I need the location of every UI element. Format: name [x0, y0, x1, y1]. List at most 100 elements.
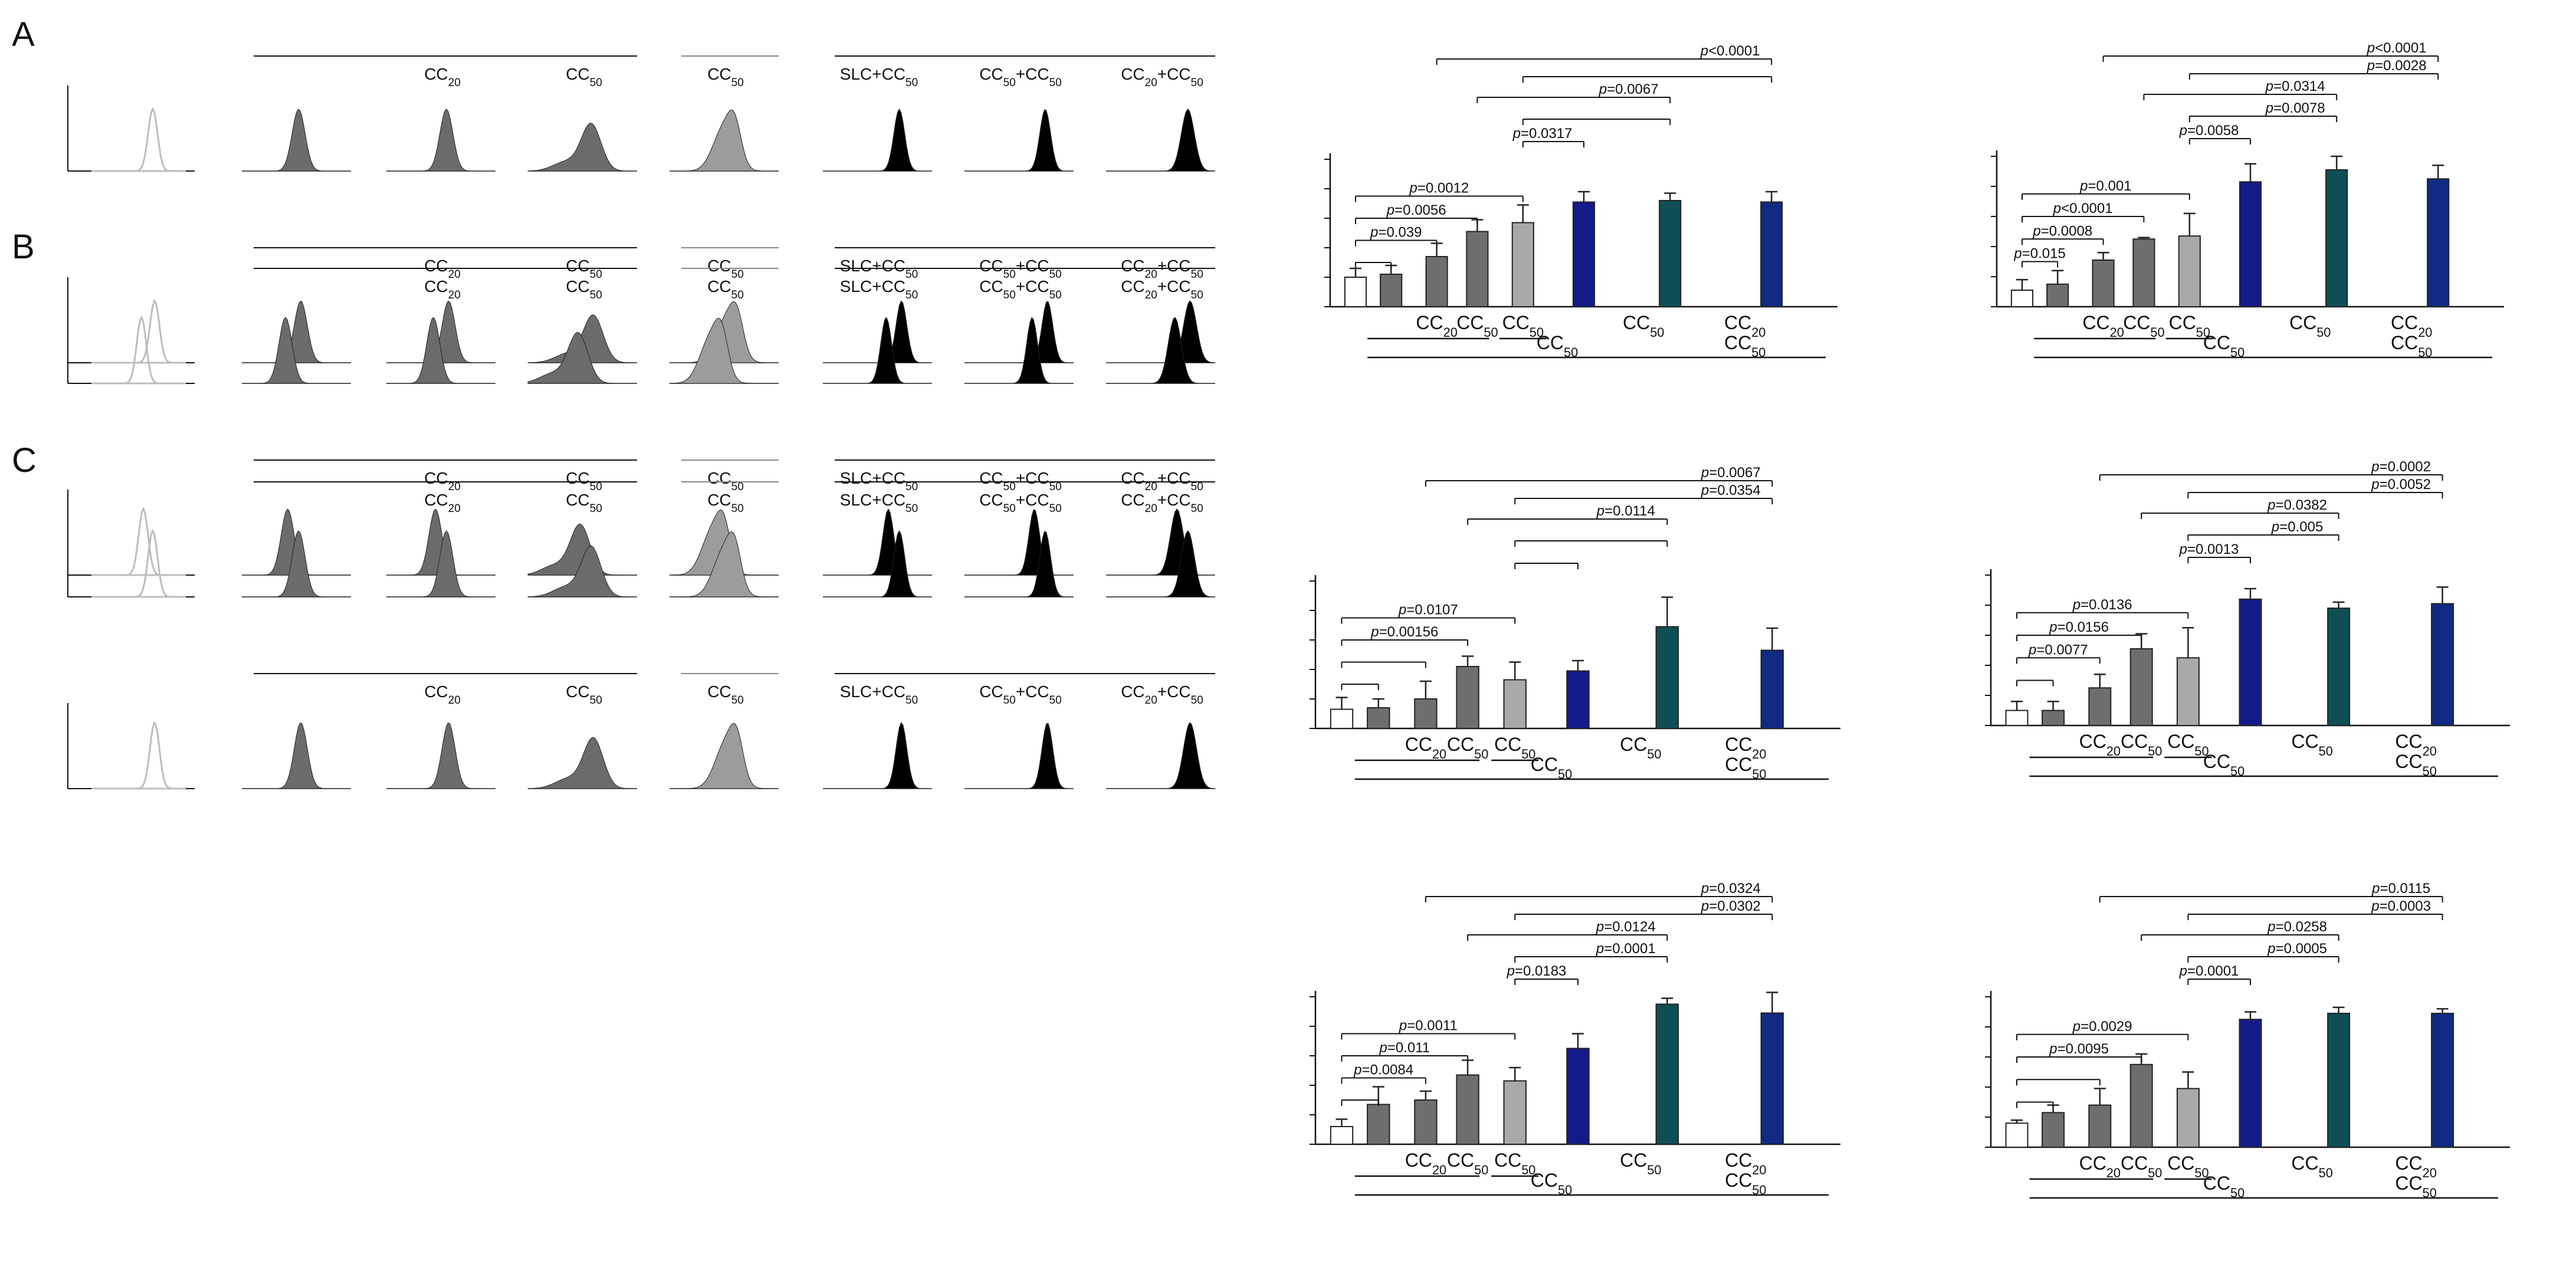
x-category-label: CC20 — [2395, 731, 2436, 759]
histogram-curve — [242, 109, 351, 172]
comparison-label: p=0.0258 — [2267, 919, 2327, 935]
histogram-label: CC20 — [424, 65, 461, 89]
histogram-curve — [242, 317, 351, 384]
histogram-curve — [386, 109, 495, 172]
comparison-label: p=0.0005 — [2267, 941, 2327, 957]
bar — [1566, 670, 1590, 729]
bar — [2239, 1019, 2262, 1148]
histogram: CC20 — [386, 682, 495, 789]
comparison-label: p=0.0107 — [1398, 602, 1458, 618]
bar — [2005, 710, 2029, 726]
histogram-curve — [527, 545, 637, 597]
histogram-curve — [1106, 300, 1216, 363]
histogram: CC20+CC50 — [1106, 682, 1216, 789]
histogram-label: CC50+CC50 — [979, 469, 1062, 493]
histogram: SLC+CC50 — [823, 65, 932, 172]
histogram-label: CC50 — [566, 682, 602, 707]
comparison-label: p=0.0115 — [2371, 881, 2430, 897]
histogram-label: SLC+CC50 — [840, 257, 918, 281]
bar — [1760, 649, 1784, 729]
x-category-label: CC20 — [2395, 1153, 2436, 1180]
histogram-curve — [386, 508, 495, 576]
panel-letter: C — [12, 441, 37, 480]
panel-letter: A — [12, 15, 35, 54]
comparison-label: p=0.005 — [2271, 519, 2323, 535]
comparison-label: p=0.0001 — [1596, 941, 1656, 957]
bar — [1380, 274, 1403, 307]
comparison-label: p=0.0028 — [2367, 58, 2427, 74]
bar — [1760, 1012, 1784, 1145]
x-category-label: CC50 — [2289, 312, 2331, 340]
comparison-label: p=0.0001 — [2179, 963, 2239, 979]
bar — [1566, 1048, 1590, 1145]
histogram: SLC+CC50 — [823, 257, 932, 363]
histogram-label: CC50 — [707, 65, 744, 89]
histogram-curve — [1106, 109, 1216, 172]
histogram-curve — [964, 531, 1074, 597]
comparison-label: p=0.0013 — [2179, 541, 2239, 557]
histogram: CC20 — [386, 65, 495, 172]
x-category-label: CC50 — [1620, 1150, 1661, 1177]
histogram: CC20+CC50 — [1106, 257, 1216, 363]
bar — [1414, 1099, 1438, 1145]
bar — [2178, 235, 2201, 307]
bar — [2176, 657, 2200, 726]
histogram-label: CC20 — [424, 277, 461, 301]
x-category-label: CC50 — [2121, 1153, 2162, 1180]
histogram-label: CC50 — [566, 65, 602, 89]
histogram-label: CC20 — [424, 257, 461, 281]
comparison-label: p=0.0029 — [2072, 1019, 2132, 1035]
comparison-label: p=0.0114 — [1596, 503, 1655, 519]
histogram-label: CC50 — [566, 469, 602, 493]
histogram: CC50 — [527, 491, 637, 597]
histogram-curve — [670, 531, 779, 597]
comparison-label: p<0.0001 — [2367, 40, 2427, 56]
histogram-curve — [964, 301, 1074, 363]
bar — [1344, 277, 1367, 307]
histogram: CC50 — [670, 491, 779, 597]
bar-chart: p=0.0095 p=0.0029 p=0.0001 p=0.0005 p=0.0258… — [1985, 881, 2510, 1200]
comparison-label: p=0.0084 — [1353, 1062, 1413, 1078]
x-category-label: CC50 — [1620, 734, 1661, 761]
histogram: CC50+CC50 — [964, 65, 1074, 172]
histogram-curve — [823, 722, 932, 789]
bar — [2046, 283, 2069, 307]
bar-chart: p=0.0077 p=0.0156 p=0.0136 p=0.0013 p=0.005 p… — [1985, 459, 2510, 779]
histogram — [67, 298, 195, 385]
comparison-label: p=0.0156 — [2049, 619, 2109, 635]
comparison-label: p=0.011 — [1379, 1040, 1430, 1056]
histogram-label: CC20 — [424, 469, 461, 493]
histogram: CC50+CC50 — [964, 277, 1074, 384]
bar — [2042, 1112, 2065, 1148]
bar-chart: p=0.0084 p=0.011 p=0.0011 p=0.0183 p=0.0001 p… — [1310, 881, 1840, 1197]
x-category-label: CC50 — [2291, 731, 2332, 759]
x-category-label: CC20 — [2082, 312, 2124, 340]
x-category-label: CC50 — [1494, 1150, 1535, 1177]
histogram: CC50+CC50 — [964, 257, 1074, 363]
histogram: CC50+CC50 — [964, 491, 1074, 597]
bar — [2431, 1013, 2454, 1148]
x-category-label: CC20 — [2391, 312, 2432, 340]
comparison-label: p=0.0314 — [2265, 78, 2325, 94]
histogram-label: CC50+CC50 — [979, 491, 1062, 515]
bar-chart: p=0.00156 p=0.0107 p=0.0114 p=0.0354p=0.006… — [1310, 465, 1840, 782]
x-category-label: CC20 — [1725, 1150, 1766, 1177]
comparison-label: p<0.0001 — [2053, 201, 2113, 216]
comparison-label: p=0.0067 — [1599, 81, 1659, 97]
comparison-label: p=0.0302 — [1701, 898, 1761, 914]
x-category-label: CC20 — [1405, 1150, 1446, 1177]
x-category-label: CC50 — [2167, 1153, 2209, 1180]
bar — [2239, 181, 2262, 307]
histogram: SLC+CC50 — [823, 277, 932, 384]
histogram-curve — [1106, 508, 1215, 576]
histogram: CC20+CC50 — [1106, 491, 1216, 597]
histogram-curve — [964, 723, 1074, 789]
comparison-label: p=0.0008 — [2032, 223, 2092, 239]
histogram-curve — [669, 317, 779, 384]
bar — [1330, 708, 1354, 729]
histogram: CC50 — [670, 65, 779, 172]
histogram-label: CC50 — [566, 277, 602, 301]
comparison-label: p=0.00156 — [1370, 624, 1438, 640]
histogram-label: SLC+CC50 — [840, 469, 918, 493]
